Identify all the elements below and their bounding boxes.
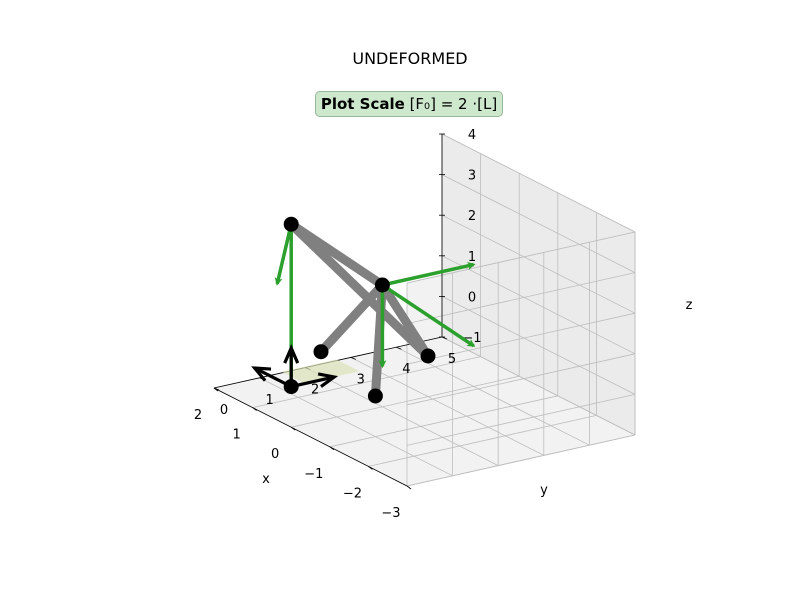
y-tick-label: 4 [402, 362, 410, 377]
y-tick [396, 346, 402, 350]
x-tick [290, 426, 296, 431]
grid-line-x [291, 375, 520, 428]
chart-title: UNDEFORMED [352, 49, 467, 68]
y-tick-label: 0 [220, 403, 228, 418]
member-CE [377, 280, 433, 361]
x-tick [252, 407, 257, 411]
x-tick [329, 446, 335, 451]
z-tick-label: 3 [468, 169, 476, 184]
nodes [283, 216, 436, 404]
plot-scale-label: Plot Scale [320, 95, 405, 113]
load-arrow [274, 223, 293, 286]
grid-line-y [396, 346, 590, 446]
grid-line-y [259, 377, 453, 477]
y-axis-label: y [540, 483, 548, 498]
x-tick-label: 0 [271, 447, 279, 462]
node-E [420, 348, 436, 364]
y-tick-label: 1 [265, 393, 273, 408]
z-axis-label: z [686, 298, 693, 313]
z-tick-label: 4 [468, 128, 476, 143]
grid-line-z [441, 214, 636, 314]
node-C [374, 277, 390, 293]
y-tick-label: 3 [357, 372, 365, 387]
y-tick [350, 357, 356, 360]
plot-scale-formula: [F₀] = 2 ·[L] [409, 95, 498, 113]
member-CF [316, 280, 387, 357]
y-tick [213, 387, 220, 391]
y-tick-label: 5 [448, 352, 456, 367]
grid-line-y [305, 367, 499, 466]
support-arrowhead-x [251, 366, 272, 382]
x-tick-label: 1 [232, 428, 240, 443]
x-tick [406, 485, 412, 490]
node-B [283, 216, 299, 232]
node-F [313, 344, 329, 360]
back-right-pane [442, 134, 635, 435]
load-arrow [382, 262, 476, 287]
plot-scale-annotation: Plot Scale [F₀] = 2 ·[L] [315, 91, 503, 117]
y-tick-label: 2 [311, 383, 319, 398]
axes-panes [214, 133, 636, 486]
node-D [367, 388, 383, 404]
grid-lines [213, 133, 636, 487]
grid-line-z [441, 255, 636, 355]
grid-line-z [441, 336, 636, 436]
x-tick-label: −1 [304, 467, 323, 482]
z-tick-label: 0 [468, 290, 476, 305]
x-tick-label: 2 [194, 408, 202, 423]
support-arrowhead-z [283, 344, 300, 364]
support-base-patch [281, 359, 360, 384]
grid-line-z [406, 272, 636, 324]
grid-line-z [406, 353, 636, 406]
x-axis-line [213, 387, 408, 487]
grid-line-z [406, 394, 636, 446]
x-tick [368, 466, 373, 470]
grid-line-x [329, 395, 558, 448]
support-arrowhead-y [317, 372, 339, 388]
member-BE [286, 219, 433, 361]
grid-line-z [441, 133, 636, 233]
grid-line-z [441, 174, 636, 273]
grid-line-z [406, 434, 636, 487]
z-tick-label: 2 [468, 209, 476, 224]
grid-line-z [441, 296, 636, 395]
grid-line-z [406, 312, 636, 365]
grid-line-x [252, 356, 481, 408]
x-tick-label: −2 [343, 486, 362, 501]
grid-line-z [406, 231, 636, 284]
x-tick-label: −3 [381, 506, 400, 521]
z-tick-label: 1 [468, 250, 476, 265]
grid-line-x [368, 415, 597, 467]
x-axis-label: x [262, 472, 270, 487]
support-base-patch [281, 359, 360, 384]
load-arrow [381, 283, 476, 348]
grid-line-y [350, 357, 544, 456]
node-A [283, 379, 299, 395]
